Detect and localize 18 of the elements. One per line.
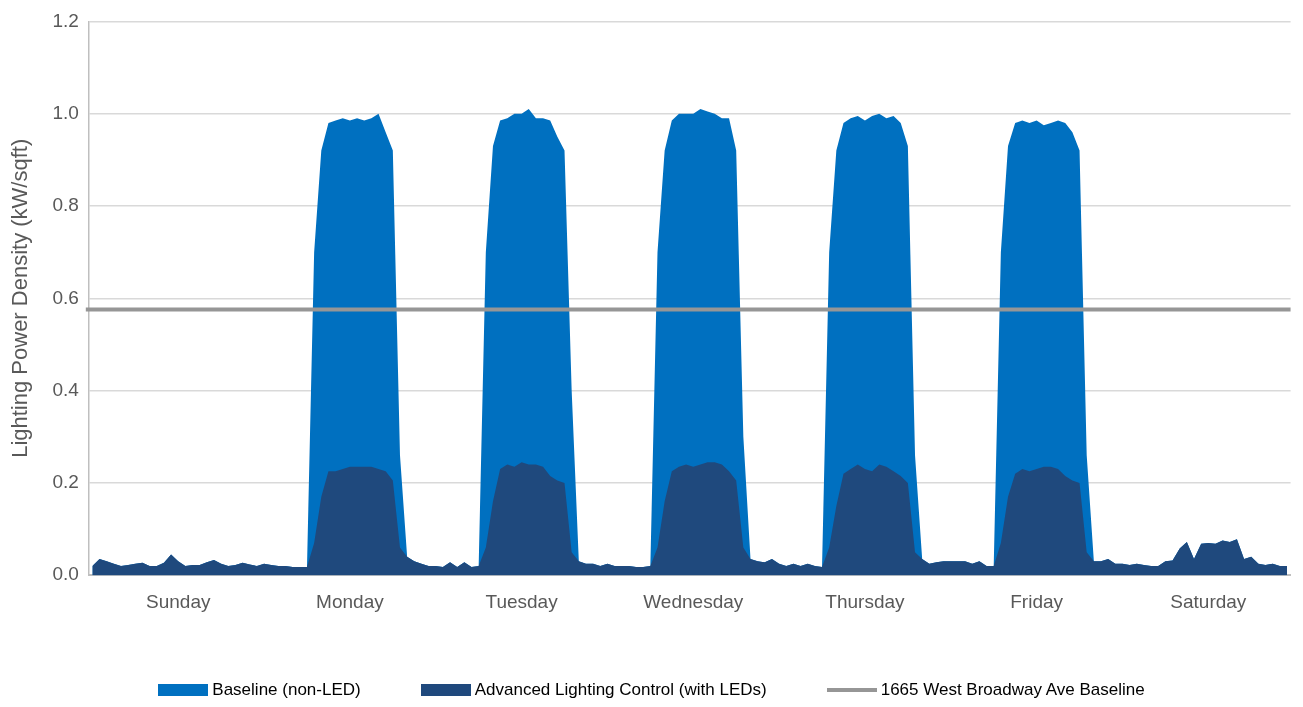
x-tick-label: Saturday (1170, 590, 1247, 612)
y-tick-label: 0.6 (52, 286, 79, 308)
y-tick-label: 1.0 (52, 101, 79, 123)
y-tick-label: 0.2 (52, 471, 79, 493)
x-tick-label: Sunday (146, 590, 211, 612)
y-axis-title: Lighting Power Density (kW/sqft) (7, 138, 33, 458)
x-tick-label: Wednesday (643, 590, 744, 612)
x-tick-label: Tuesday (485, 590, 559, 612)
x-tick-label: Monday (316, 590, 385, 612)
y-tick-label: 1.2 (52, 9, 79, 31)
y-tick-label: 0.4 (52, 378, 80, 400)
y-tick-label: 0.0 (52, 563, 79, 585)
y-tick-label: 0.8 (52, 194, 79, 216)
x-tick-label: Thursday (825, 590, 906, 612)
legend-label: 1665 West Broadway Ave Baseline (880, 680, 1145, 700)
legend-label: Baseline (non-LED) (212, 680, 361, 700)
legend-label: Advanced Lighting Control (with LEDs) (474, 680, 767, 700)
x-tick-label: Friday (1010, 590, 1064, 612)
